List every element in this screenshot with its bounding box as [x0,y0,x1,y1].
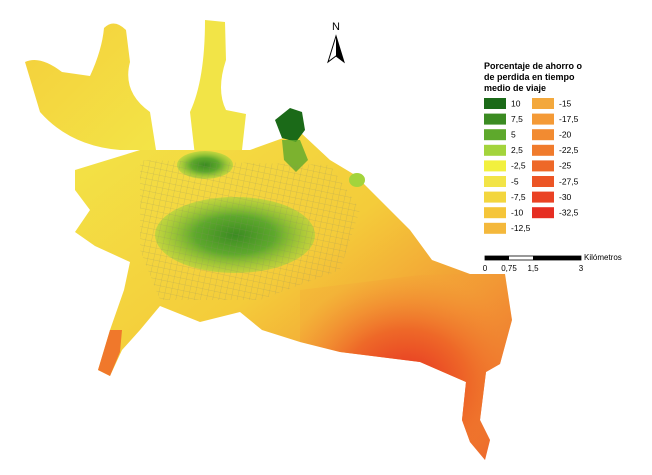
legend-swatch [532,144,554,156]
legend-label: -7,5 [511,192,526,202]
legend-swatch [484,98,506,109]
legend-swatch [484,160,506,172]
legend-label: -17,5 [559,114,579,124]
region-northwest [25,23,156,151]
legend: Porcentaje de ahorro ode perdida en tiem… [484,61,583,234]
scale-label: 3 [579,264,584,273]
legend-label: 7,5 [511,114,523,124]
scale-label: 0,75 [501,264,517,273]
scale-unit: Kilómetros [584,253,622,262]
legend-swatch [532,129,554,141]
legend-title: Porcentaje de ahorro o [484,61,583,71]
legend-swatch [484,113,506,125]
legend-title: medio de viaje [484,83,546,93]
legend-label: -2,5 [511,161,526,171]
north-arrow: N [327,21,345,64]
legend-swatch [484,129,506,141]
legend-swatch [484,176,506,187]
scale-label: 0 [483,264,488,273]
legend-label: -15 [559,98,572,108]
legend-swatch [484,207,506,219]
legend-label: -27,5 [559,176,579,186]
legend-label: 5 [511,129,516,139]
legend-swatch [532,113,554,125]
region-southeast [300,274,512,460]
region-southwest [98,330,122,376]
legend-label: -30 [559,192,572,202]
legend-label: 10 [511,98,521,108]
legend-swatch [484,144,506,156]
legend-label: -10 [511,207,524,217]
legend-label: -32,5 [559,207,579,217]
legend-label: -25 [559,161,572,171]
legend-label: 2,5 [511,145,523,155]
legend-swatch [532,176,554,187]
legend-label: -12,5 [511,223,531,233]
legend-swatch [532,191,554,203]
legend-label: -5 [511,176,519,186]
legend-swatch [532,160,554,172]
legend-title: de perdida en tiempo [484,72,575,82]
legend-swatch [484,222,506,234]
region-north [190,20,246,156]
scale-bar-segment [533,256,581,260]
region-northeast-green [275,108,305,142]
legend-swatch [532,98,554,109]
legend-label: -20 [559,129,572,139]
legend-label: -22,5 [559,145,579,155]
region-east-green [349,173,365,187]
scale-bar-segment [485,256,509,260]
north-label: N [332,21,340,33]
north-arrow-half [336,36,344,62]
scale-label: 1,5 [527,264,539,273]
legend-swatch [532,207,554,219]
map-area [25,20,512,460]
legend-swatch [484,191,506,203]
streets [140,160,360,300]
